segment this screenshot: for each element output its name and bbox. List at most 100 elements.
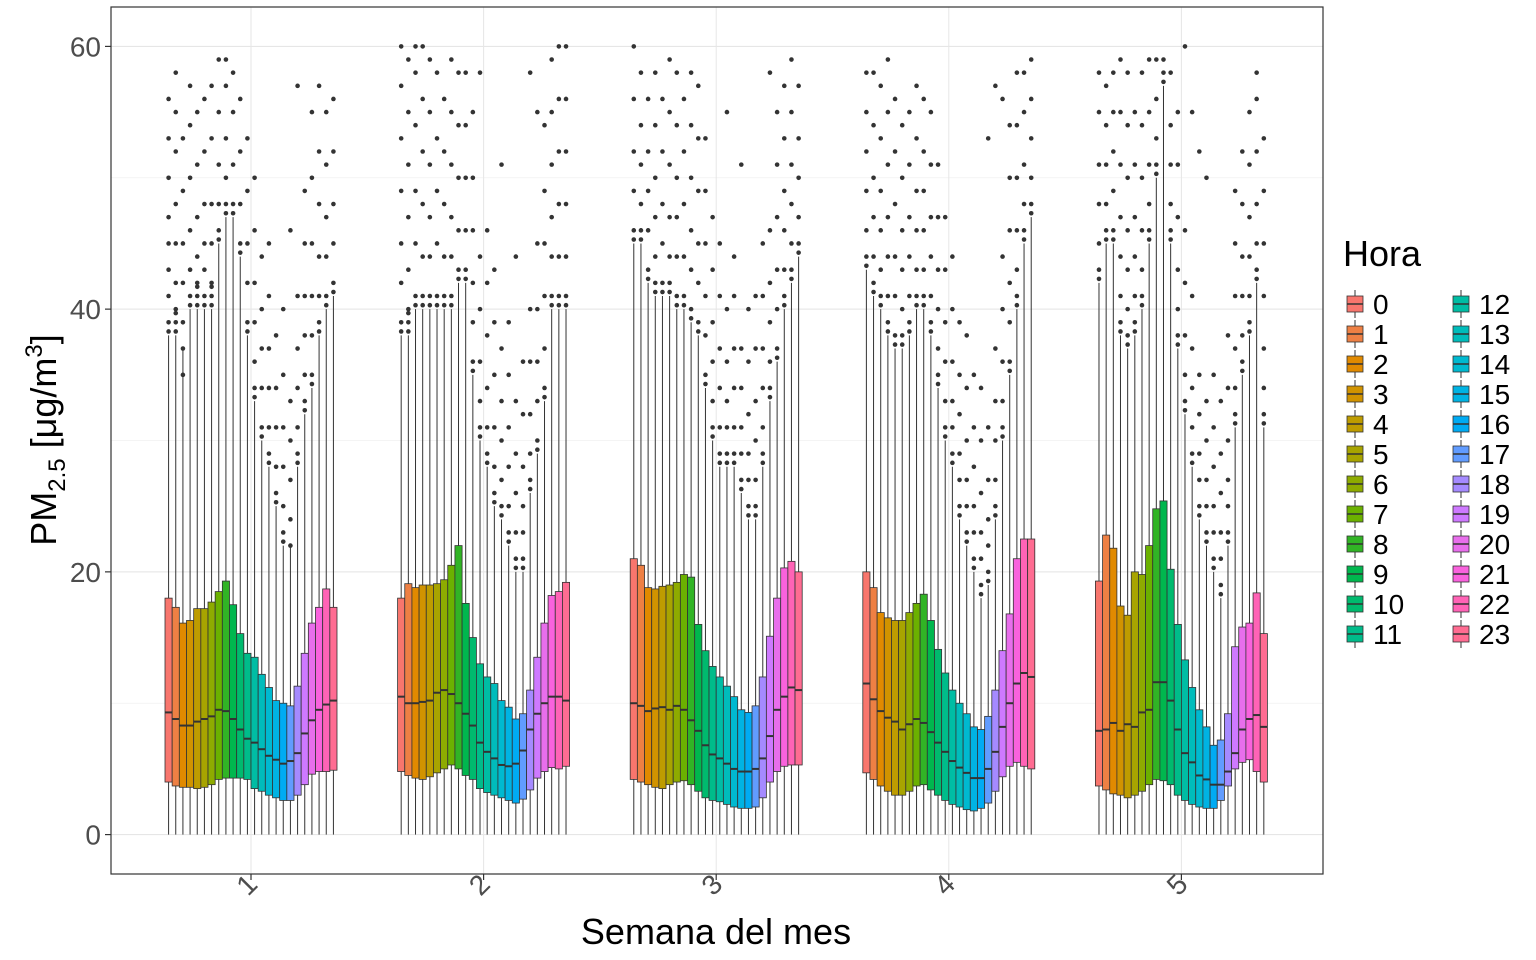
outlier-point bbox=[1204, 477, 1209, 483]
outlier-point bbox=[957, 451, 962, 456]
outlier-point bbox=[187, 267, 193, 273]
box-body bbox=[1020, 538, 1029, 767]
outlier-point bbox=[674, 293, 680, 299]
outlier-point bbox=[499, 162, 504, 167]
outlier-point bbox=[652, 175, 658, 181]
outlier-point bbox=[907, 293, 912, 299]
box-body bbox=[322, 588, 331, 772]
outlier-point bbox=[928, 329, 934, 334]
outlier-point bbox=[631, 237, 637, 242]
outlier-point bbox=[652, 70, 658, 75]
outlier-point bbox=[1240, 293, 1245, 299]
outlier-point bbox=[1197, 451, 1202, 456]
outlier-point bbox=[563, 293, 569, 299]
box-body bbox=[418, 584, 427, 780]
box-hour-22 bbox=[554, 44, 563, 835]
box-body bbox=[1130, 571, 1139, 796]
outlier-point bbox=[209, 293, 214, 299]
box-hour-4 bbox=[658, 96, 667, 835]
outlier-point bbox=[449, 293, 454, 299]
legend-label: 23 bbox=[1479, 619, 1510, 650]
outlier-point bbox=[703, 372, 708, 378]
outlier-point bbox=[470, 319, 476, 325]
y-tick-label: 20 bbox=[70, 557, 101, 588]
outlier-point bbox=[1254, 276, 1259, 282]
outlier-point bbox=[406, 319, 411, 325]
outlier-point bbox=[907, 319, 912, 325]
outlier-point bbox=[899, 306, 905, 312]
box-hour-12 bbox=[1181, 44, 1189, 835]
outlier-point bbox=[738, 477, 744, 483]
outlier-point bbox=[413, 302, 418, 308]
outlier-point bbox=[520, 556, 526, 562]
outlier-point bbox=[427, 293, 433, 299]
outlier-point bbox=[223, 210, 229, 216]
outlier-point bbox=[230, 201, 236, 207]
outlier-point bbox=[463, 267, 468, 273]
outlier-point bbox=[681, 254, 687, 259]
outlier-point bbox=[434, 241, 440, 246]
outlier-point bbox=[323, 254, 329, 259]
outlier-point bbox=[1132, 329, 1138, 334]
outlier-point bbox=[413, 44, 418, 49]
box-body bbox=[300, 652, 309, 786]
box-hour-20 bbox=[1005, 122, 1014, 835]
outlier-point bbox=[789, 267, 794, 273]
outlier-point bbox=[781, 83, 787, 89]
outlier-point bbox=[885, 214, 891, 220]
outlier-point bbox=[928, 254, 934, 259]
outlier-point bbox=[1182, 407, 1188, 413]
outlier-point bbox=[935, 372, 941, 378]
outlier-point bbox=[484, 333, 490, 338]
box-hour-17 bbox=[1216, 398, 1225, 835]
box-body bbox=[984, 715, 993, 804]
outlier-point bbox=[441, 302, 447, 308]
outlier-point bbox=[420, 293, 425, 299]
outlier-point bbox=[1261, 136, 1267, 141]
outlier-point bbox=[878, 302, 884, 308]
outlier-point bbox=[731, 460, 737, 466]
outlier-point bbox=[907, 329, 912, 334]
box-hour-13 bbox=[257, 254, 266, 835]
outlier-point bbox=[406, 57, 411, 62]
outlier-point bbox=[259, 434, 265, 439]
outlier-point bbox=[1225, 530, 1231, 535]
legend-label: 17 bbox=[1479, 439, 1510, 470]
outlier-point bbox=[645, 276, 651, 282]
outlier-point bbox=[273, 425, 279, 430]
box-hour-6 bbox=[1138, 70, 1146, 835]
legend-label: 8 bbox=[1373, 529, 1389, 560]
legend-label: 9 bbox=[1373, 559, 1389, 590]
box-body bbox=[243, 652, 252, 780]
outlier-point bbox=[971, 464, 977, 470]
outlier-point bbox=[499, 477, 504, 483]
outlier-point bbox=[950, 425, 955, 430]
outlier-point bbox=[1146, 201, 1152, 207]
outlier-point bbox=[753, 477, 758, 483]
box-hour-2 bbox=[178, 136, 187, 835]
box-body bbox=[876, 612, 885, 787]
outlier-point bbox=[420, 302, 425, 308]
outlier-point bbox=[1014, 175, 1020, 181]
outlier-point bbox=[1007, 319, 1013, 325]
week-group-1 bbox=[164, 57, 338, 835]
outlier-point bbox=[950, 306, 955, 312]
outlier-point bbox=[245, 280, 250, 286]
outlier-point bbox=[710, 425, 715, 430]
legend-label: 22 bbox=[1479, 589, 1510, 620]
outlier-point bbox=[789, 276, 794, 282]
outlier-point bbox=[645, 228, 651, 233]
outlier-point bbox=[309, 333, 315, 338]
outlier-point bbox=[542, 188, 547, 194]
outlier-point bbox=[985, 136, 991, 141]
outlier-point bbox=[688, 267, 694, 273]
outlier-point bbox=[957, 513, 962, 518]
x-axis-title: Semana del mes bbox=[581, 911, 851, 952]
outlier-point bbox=[266, 385, 272, 391]
outlier-point bbox=[492, 490, 497, 496]
outlier-point bbox=[1096, 241, 1102, 246]
outlier-point bbox=[760, 241, 766, 246]
outlier-point bbox=[942, 267, 948, 273]
outlier-point bbox=[907, 214, 912, 220]
outlier-point bbox=[1000, 254, 1005, 259]
